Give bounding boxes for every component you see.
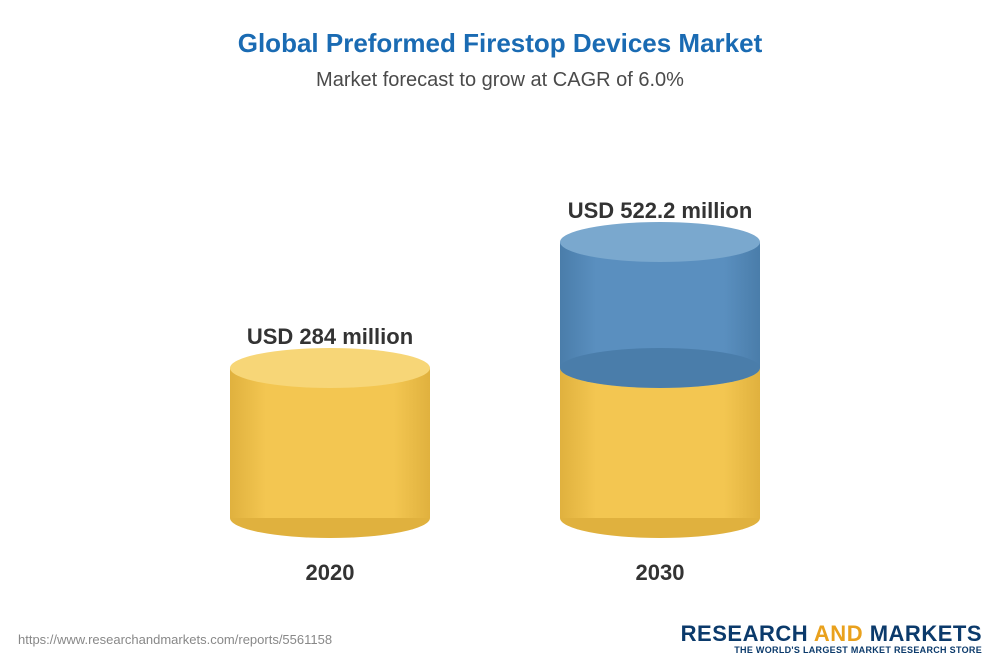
chart-subtitle: Market forecast to grow at CAGR of 6.0% — [0, 69, 1000, 92]
cylinder-segment — [560, 242, 760, 368]
cylinder-segment — [230, 368, 430, 518]
chart-area: USD 284 million2020USD 522.2 million2030 — [0, 102, 1000, 572]
year-label: 2020 — [230, 560, 430, 586]
value-label: USD 284 million — [230, 324, 430, 350]
logo-word-and: AND — [814, 621, 863, 646]
cylinder-join-ellipse — [560, 348, 760, 388]
brand-logo: RESEARCH AND MARKETS THE WORLD'S LARGEST… — [681, 622, 982, 656]
logo-word-markets: MARKETS — [870, 621, 982, 646]
logo-tagline: THE WORLD'S LARGEST MARKET RESEARCH STOR… — [681, 646, 982, 656]
cylinder-top-ellipse — [560, 222, 760, 262]
value-label: USD 522.2 million — [560, 198, 760, 224]
cylinder-2030: USD 522.2 million 2030 — [560, 198, 760, 586]
source-url: https://www.researchandmarkets.com/repor… — [18, 632, 332, 647]
cylinder-stack — [230, 368, 430, 518]
cylinder-body — [230, 368, 430, 518]
year-label: 2030 — [560, 560, 760, 586]
chart-title: Global Preformed Firestop Devices Market — [0, 0, 1000, 59]
cylinder-stack — [560, 242, 760, 518]
footer: https://www.researchandmarkets.com/repor… — [0, 615, 1000, 667]
logo-word-research: RESEARCH — [681, 621, 808, 646]
cylinder-2020: USD 284 million 2020 — [230, 324, 430, 586]
cylinder-body — [560, 368, 760, 518]
cylinder-segment — [560, 368, 760, 518]
cylinder-top-ellipse — [230, 348, 430, 388]
